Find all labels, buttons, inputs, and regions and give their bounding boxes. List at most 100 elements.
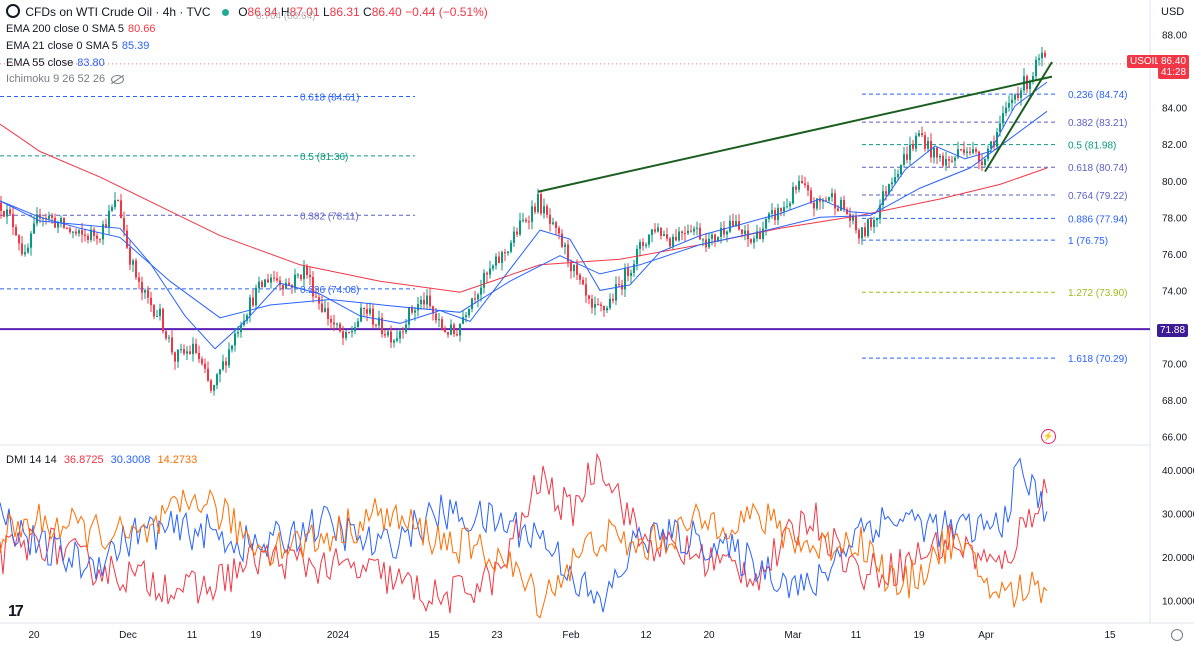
dmi-legend[interactable]: DMI 14 14 36.8725 30.3008 14.2733 [6,454,198,466]
fib-label-6: 0.382 (83.21) [1068,118,1128,129]
candle-body [408,307,410,325]
candle-body [885,191,887,194]
candle-body [471,298,473,309]
candle-body [240,325,242,333]
lightning-alert-icon[interactable]: ⚡ [1041,429,1056,444]
candle-body [651,229,653,235]
candle-body [579,274,581,280]
candle-body [903,154,905,165]
candle-body [597,304,599,306]
candle-body [531,206,533,222]
candle-body [594,304,596,308]
candle-body [843,199,845,210]
indicator-ema55[interactable]: EMA 55 close 83.80 [6,57,105,69]
candle-body [483,272,485,288]
candle-body [978,151,980,162]
candle-body [333,322,335,325]
candle-body [765,218,767,229]
candle-body [522,219,524,221]
candle-body [354,327,356,332]
candle-body [339,323,341,332]
candle-body [69,228,71,233]
candle-body [174,352,176,362]
candle-body [1014,94,1016,100]
candle-body [780,207,782,212]
candle-body [288,282,290,285]
candle-body [237,332,239,334]
candle-body [90,229,92,240]
trendline-1 [984,61,1053,173]
candle-body [147,290,149,298]
candle-body [861,227,863,239]
candle-body [411,307,413,313]
candle-body [987,148,989,159]
candle-body [828,197,830,201]
date-tick-4: 2024 [327,630,350,641]
price-tick-7: 74.00 [1162,286,1187,297]
candle-body [198,352,200,360]
candle-body [162,308,164,332]
fib-label-top: 0.764 (88.64) [256,11,316,22]
candle-body [435,313,437,321]
candle-body [105,224,107,228]
candle-body [321,303,323,312]
candle-body [141,281,143,293]
candle-body [417,304,419,311]
candle-body [534,206,536,212]
candle-body [1029,81,1031,90]
candle-body [510,242,512,252]
price-tick-9: 70.00 [1162,359,1187,370]
candle-body [381,317,383,334]
price-tick-11: 66.00 [1162,433,1187,444]
candle-body [498,256,500,263]
indicator-ichimoku[interactable]: Ichimoku 9 26 52 26 [6,72,125,86]
date-tick-3: 19 [250,630,262,641]
candle-body [9,209,11,214]
candle-body [21,243,23,255]
candle-body [501,252,503,263]
indicator-ema21[interactable]: EMA 21 close 0 SMA 5 85.39 [6,40,150,52]
candle-body [3,210,5,217]
currency-label[interactable]: USD [1161,6,1185,18]
candle-body [771,210,773,214]
candle-body [1041,52,1043,59]
candle-body [414,310,416,313]
candle-body [801,181,803,184]
candle-body [612,298,614,301]
candle-body [966,151,968,153]
date-tick-2: 11 [187,630,198,641]
candle-body [444,328,446,333]
indicator-ema200[interactable]: EMA 200 close 0 SMA 5 80.66 [6,23,156,35]
date-tick-0: 20 [28,630,40,641]
candle-body [819,198,821,202]
symbol-title[interactable]: CFDs on WTI Crude Oil · 4h · TVC [25,5,211,19]
candle-body [645,244,647,246]
candle-body [135,260,137,278]
candle-body [573,264,575,272]
candle-body [540,194,542,214]
candle-body [312,276,314,297]
candle-body [807,185,809,191]
candle-body [1002,113,1004,124]
settings-gear-icon[interactable] [1171,629,1183,641]
candle-body [717,236,719,241]
candle-body [663,234,665,236]
candle-body [786,206,788,208]
candle-body [189,351,191,355]
hidden-eye-icon[interactable] [111,74,125,84]
candle-body [489,268,491,275]
candle-body [192,343,194,355]
candle-body [984,158,986,165]
candle-body [264,279,266,288]
candle-body [606,307,608,311]
candle-body [351,331,353,333]
candle-body [960,149,962,151]
tradingview-logo[interactable]: 17 [8,603,24,620]
candle-body [39,214,41,219]
candle-body [486,272,488,275]
candle-body [315,296,317,298]
symbol-legend[interactable]: CFDs on WTI Crude Oil · 4h · TVC O86.84 … [6,4,488,19]
candle-body [213,385,215,391]
candle-body [423,299,425,305]
